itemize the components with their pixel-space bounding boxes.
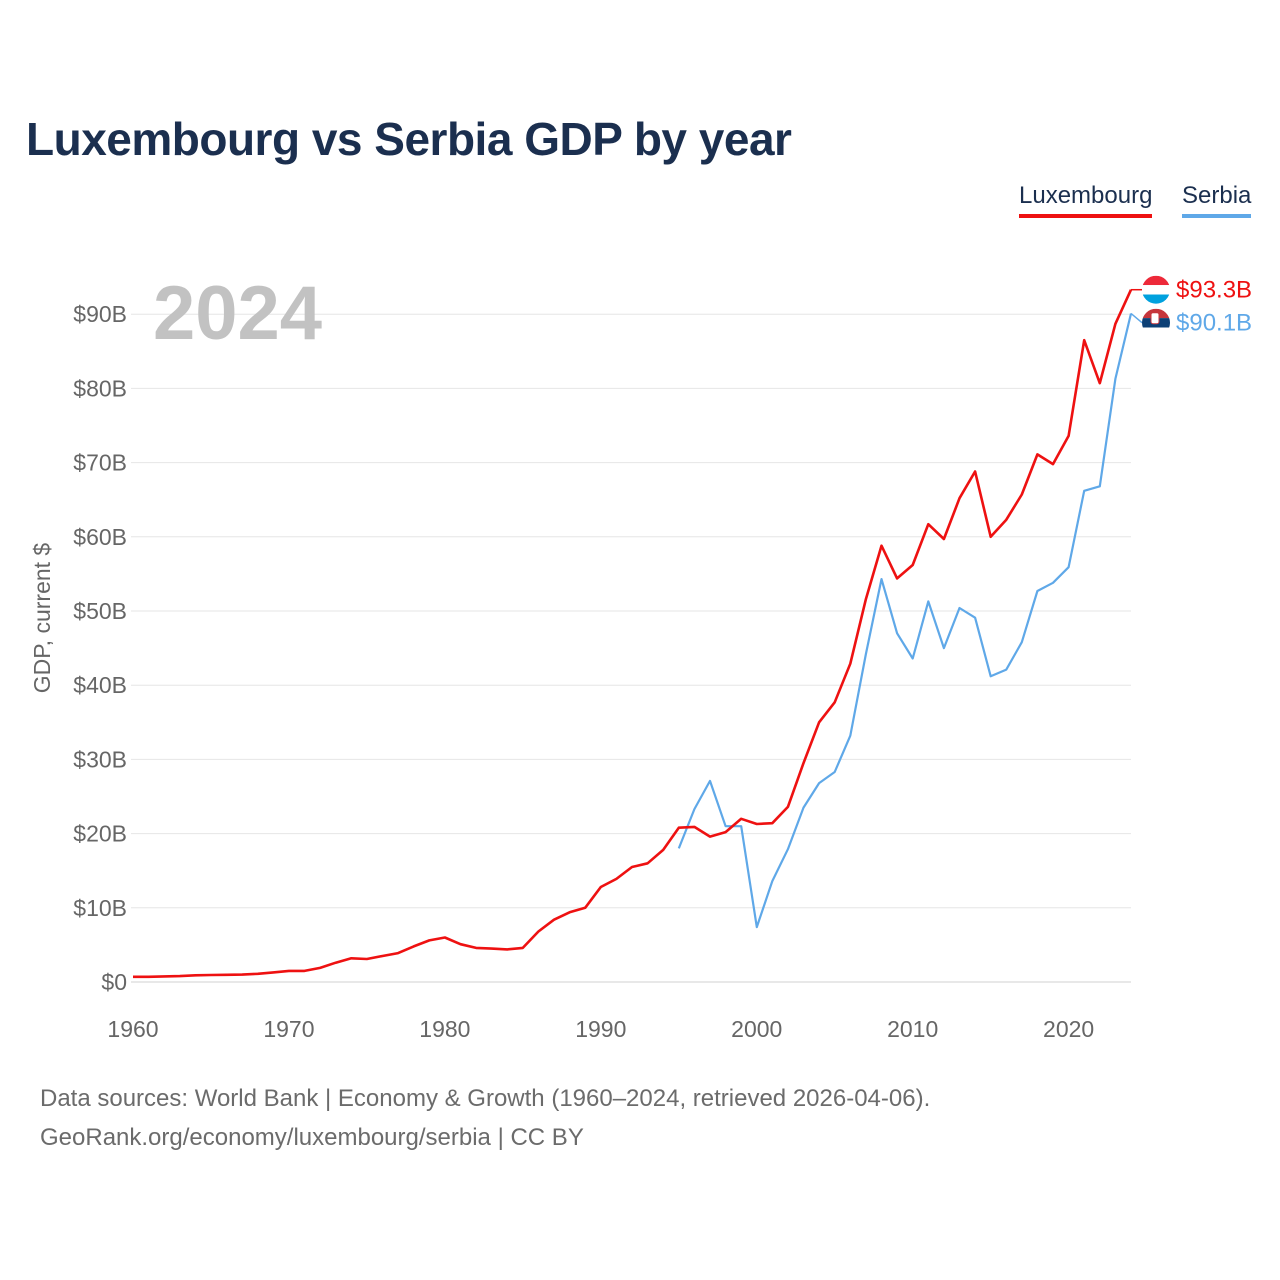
grid-lines [131, 313, 1131, 983]
x-tick-label: 1970 [263, 1016, 314, 1042]
series-line-luxembourg [133, 289, 1133, 979]
y-tick-label: $70B [73, 450, 127, 476]
y-tick-label: $20B [73, 821, 127, 847]
x-tick-label: 2000 [731, 1016, 782, 1042]
chart-title: Luxembourg vs Serbia GDP by year [26, 113, 792, 165]
luxembourg-flag-icon [1142, 275, 1170, 304]
x-tick-label: 1990 [575, 1016, 626, 1042]
series-lines [133, 289, 1133, 979]
x-tick-label: 1960 [107, 1016, 158, 1042]
end-label-serbia: $90.1B [1176, 310, 1252, 337]
y-tick-label: $10B [73, 895, 127, 921]
x-axis-ticks: 1960 1970 1980 1990 2000 2010 2020 [107, 1016, 1094, 1042]
y-tick-label: $60B [73, 524, 127, 550]
end-label-luxembourg: $93.3B [1176, 277, 1252, 304]
end-labels: $93.3B $90.1B [1130, 275, 1252, 337]
serbia-flag-icon [1142, 308, 1170, 337]
legend-swatch-serbia [1182, 214, 1252, 218]
y-tick-label: $90B [73, 301, 127, 327]
end-connector [1130, 312, 1143, 324]
x-tick-label: 1980 [419, 1016, 470, 1042]
legend-item-serbia[interactable]: Serbia [1182, 182, 1252, 218]
year-watermark: 2024 [153, 271, 322, 356]
footer-source: Data sources: World Bank | Economy & Gro… [40, 1085, 931, 1112]
chart-area: 2024 $0$10B$20B$30B$40B$50B$60B$70B$80B$… [29, 271, 1252, 1042]
y-tick-label: $80B [73, 375, 127, 401]
footer-site: GeoRank.org/economy/luxembourg/serbia | … [40, 1124, 584, 1151]
y-tick-label: $40B [73, 672, 127, 698]
x-tick-label: 2010 [887, 1016, 938, 1042]
x-tick-label: 2020 [1043, 1016, 1094, 1042]
y-axis-label: GDP, current $ [29, 543, 55, 694]
legend-item-luxembourg[interactable]: Luxembourg [1019, 182, 1153, 218]
legend-label-luxembourg: Luxembourg [1019, 182, 1153, 209]
y-tick-label: $0 [101, 969, 127, 995]
legend-label-serbia: Serbia [1182, 182, 1252, 209]
y-axis-ticks: $0 $10B $20B $30B $40B $50B $60B $70B $80B $90B [73, 301, 127, 995]
series-line-serbia [677, 313, 1133, 929]
y-tick-label: $50B [73, 598, 127, 624]
y-tick-label: $30B [73, 746, 127, 772]
legend-swatch-luxembourg [1019, 214, 1153, 218]
